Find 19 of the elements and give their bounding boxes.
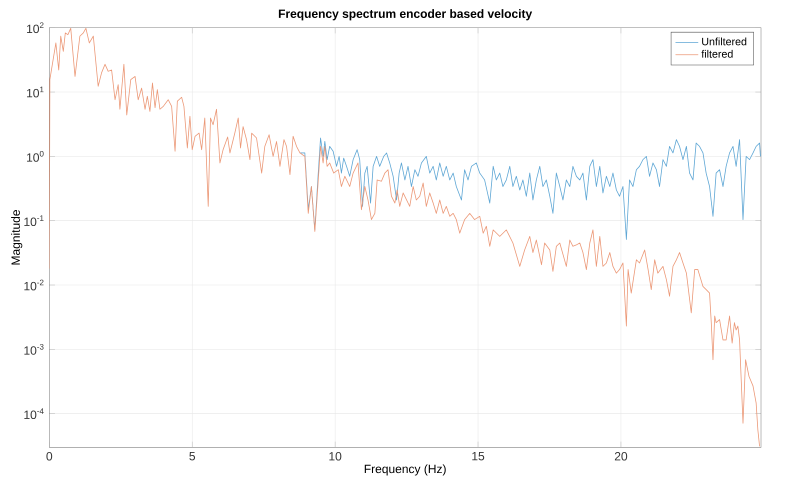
y-tick-label: 10$^{-2}$ bbox=[24, 280, 44, 290]
y-tick-label: 10$^{2}$ bbox=[27, 22, 44, 34]
x-tick-label: 20 bbox=[614, 452, 628, 461]
x-tick-label: 15 bbox=[472, 452, 484, 460]
x-tick-label: 0 bbox=[46, 452, 52, 461]
line-series bbox=[300, 138, 761, 240]
y-axis-title: Magnitude bbox=[11, 210, 22, 265]
y-tick-label: 10$^{-1}$ bbox=[24, 215, 44, 226]
x-tick-label: 10 bbox=[329, 452, 342, 461]
y-tick-label: 10$^{-4}$ bbox=[24, 408, 44, 420]
y-tick-label: 10$^{0}$ bbox=[27, 150, 44, 162]
line-series bbox=[49, 28, 760, 447]
x-axis-title: Frequency (Hz) bbox=[364, 464, 446, 476]
x-tick-label: 5 bbox=[189, 452, 196, 460]
legend-label: filtered bbox=[701, 50, 733, 58]
legend-label: Unfiltered bbox=[702, 38, 746, 46]
y-tick-label: 10$^{-3}$ bbox=[24, 344, 44, 355]
y-tick-label: 10$^{1}$ bbox=[27, 86, 44, 98]
chart-title: Frequency spectrum encoder based velocity bbox=[278, 9, 532, 20]
